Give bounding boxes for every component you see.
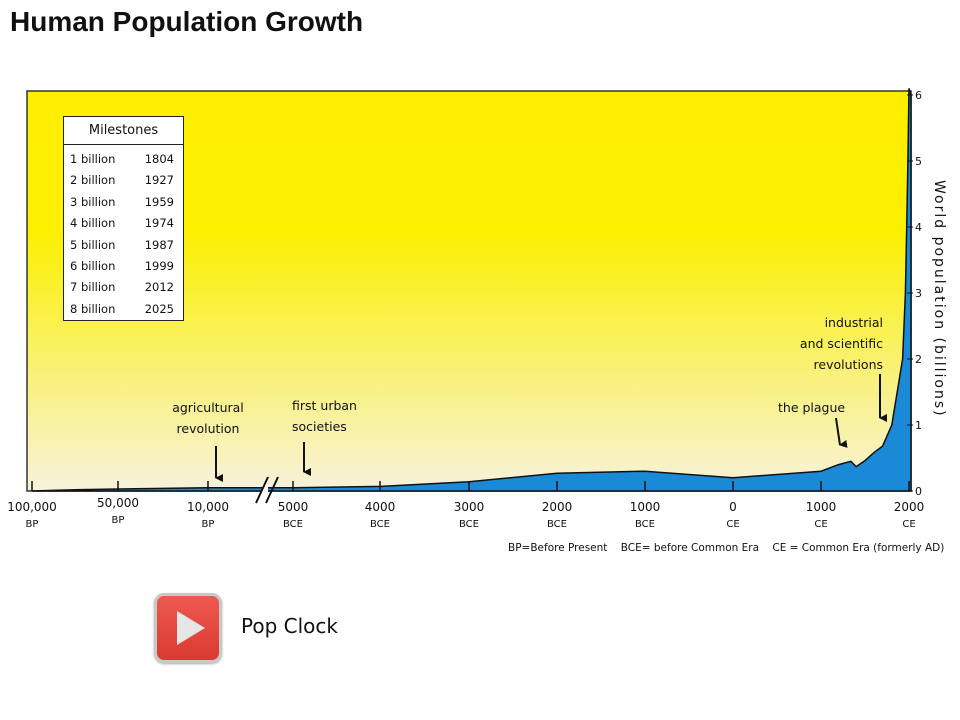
annotation: first urban societies [292,398,357,476]
annotation-text: first urban [292,398,357,413]
x-tick-era: BP [112,515,125,526]
annotation: industrial and scientific revolutions [800,315,887,422]
y-tick-label: 2 [915,353,922,366]
x-tick-label: 0 [729,500,737,514]
milestone-year: 1999 [144,259,174,274]
y-tick-label: 1 [915,419,922,432]
annotation: agricultural revolution [172,400,244,482]
x-tick-label: 5000 [278,500,309,514]
milestones-rows: 1 billion 1804 2 billion 1927 3 billion 1959 4… [64,145,183,320]
x-tick-label: 1000 [806,500,837,514]
annotation-text: revolutions [814,357,883,372]
annotation: the plague [778,400,848,448]
milestone-label: 1 billion [70,152,116,166]
milestone-label: 2 billion [70,173,116,188]
milestone-row: 8 billion 2025 [64,299,183,320]
axis-break-marker [255,476,279,504]
milestone-row: 4 billion 1974 [64,213,183,234]
annotation-text: revolution [177,421,240,436]
era-legend: BP=Before Present BCE= before Common Era… [508,542,944,554]
annotation-text: agricultural [172,400,244,415]
y-tick-label: 5 [915,155,922,168]
annotation-text: industrial [825,315,883,330]
x-tick-era: BCE [635,519,655,530]
milestone-year: 2025 [144,301,174,316]
milestone-row: 7 billion 2012 [64,277,183,298]
x-tick-label: 2000 [542,500,573,514]
milestone-label: 8 billion [70,301,116,316]
pop-clock-label[interactable]: Pop Clock [241,614,338,638]
annotations: agricultural revolution first urban societi… [172,315,887,482]
x-tick-label: 2000 [894,500,925,514]
pop-clock-play-button[interactable] [154,593,222,663]
milestone-year: 1927 [144,173,174,188]
x-tick-label: 4000 [365,500,396,514]
annotation-text: societies [292,419,347,434]
y-axis-label: World population (billions) [931,180,947,418]
x-tick-era: BP [26,519,39,530]
page-title: Human Population Growth [10,6,364,37]
x-tick-era: BCE [547,519,567,530]
x-tick-era: BCE [283,519,303,530]
milestone-year: 1974 [144,216,174,231]
x-tick-era: BCE [370,519,390,530]
milestone-row: 1 billion 1804 [64,149,183,170]
milestone-label: 6 billion [70,259,116,274]
milestones-table: Milestones 1 billion 1804 2 billion 1927 3 b… [63,116,184,321]
x-tick-era: CE [902,519,915,530]
y-axis: 0 1 2 3 4 5 6 [907,89,922,498]
annotation-text: the plague [778,400,845,415]
play-icon [177,611,205,645]
milestone-year: 1959 [144,194,174,209]
milestone-year: 1804 [144,152,174,166]
milestone-label: 3 billion [70,194,116,209]
y-tick-label: 3 [915,287,922,300]
x-tick-label: 10,000 [187,500,229,514]
x-tick-era: BP [202,519,215,530]
population-area [31,88,912,492]
x-tick-label: 3000 [454,500,485,514]
annotation-text: and scientific [800,336,883,351]
milestone-label: 4 billion [70,216,116,231]
milestone-row: 2 billion 1927 [64,170,183,191]
x-tick-label: 100,000 [7,500,57,514]
x-axis: 100,000 BP 50,000 BP 10,000 BP 5000 BCE 4000 BCE 3… [7,476,925,530]
x-tick-era: BCE [459,519,479,530]
milestone-year: 2012 [144,280,174,295]
annotation-arrow [835,417,848,448]
milestone-label: 5 billion [70,237,116,252]
milestone-row: 3 billion 1959 [64,192,183,213]
x-tick-era: CE [726,519,739,530]
x-tick-label: 1000 [630,500,661,514]
milestone-row: 6 billion 1999 [64,256,183,277]
x-tick-label: 50,000 [97,496,139,510]
milestone-row: 5 billion 1987 [64,235,183,256]
y-tick-label: 0 [915,485,922,498]
milestone-label: 7 billion [70,280,116,295]
y-tick-label: 4 [915,221,922,234]
x-tick-era: CE [814,519,827,530]
milestone-year: 1987 [144,237,174,252]
milestones-title: Milestones [64,117,183,145]
y-tick-label: 6 [915,89,922,102]
